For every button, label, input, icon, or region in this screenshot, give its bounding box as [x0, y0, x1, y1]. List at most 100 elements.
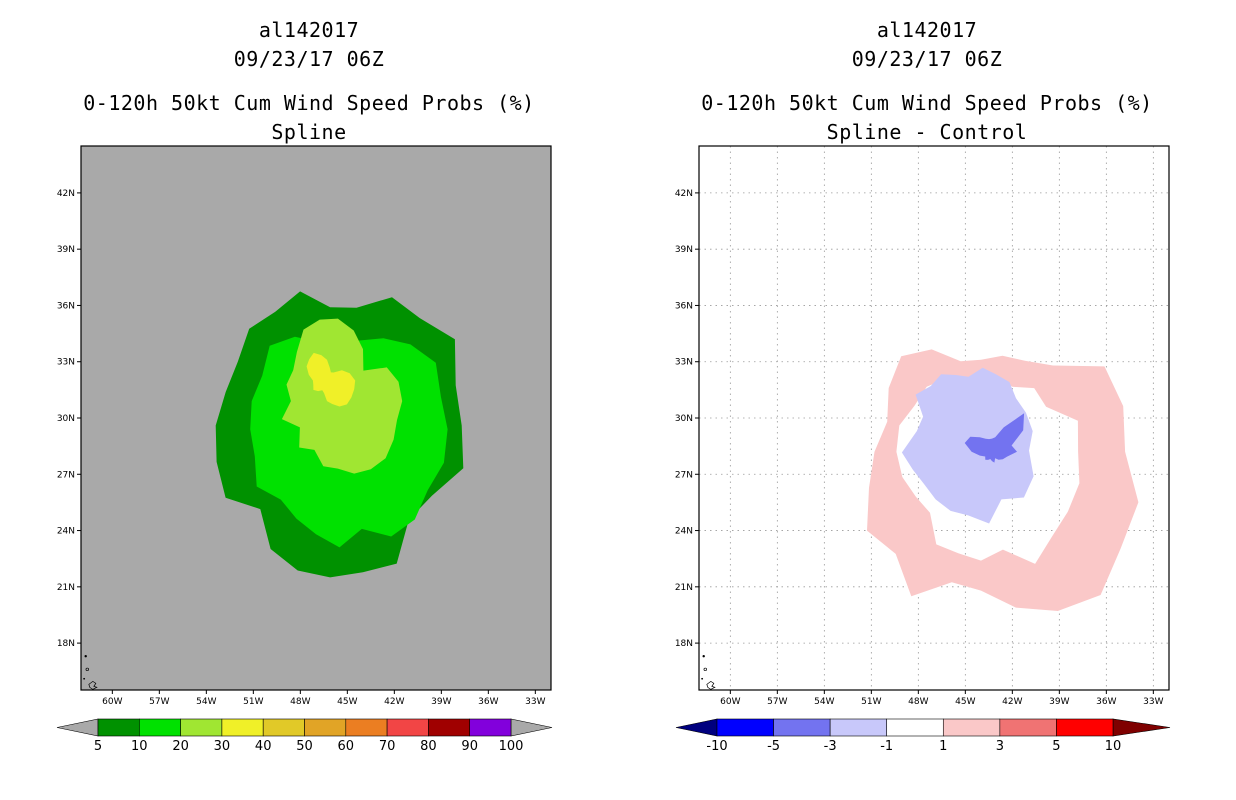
y-tick-label: 42N [675, 189, 693, 199]
x-tick-label: 33W [525, 697, 545, 707]
y-tick-label: 24N [57, 527, 75, 537]
x-tick-label: 54W [814, 697, 834, 707]
colorbar-segment [829, 718, 888, 737]
datetime: 09/23/17 06Z [233, 47, 385, 71]
colorbar-segment [180, 718, 223, 737]
island-mark [706, 680, 716, 690]
x-tick-label: 42W [384, 697, 404, 707]
colorbar-segment [886, 718, 944, 737]
colorbar-label: -5 [767, 739, 780, 754]
colorbar-label: 5 [1052, 739, 1060, 754]
x-tick-label: 57W [149, 697, 169, 707]
colorbar-segment [1056, 718, 1114, 737]
y-tick-label: 39N [57, 245, 75, 255]
x-tick-label: 42W [1002, 697, 1022, 707]
colorbar-label: 5 [94, 739, 102, 754]
y-tick-label: 30N [57, 414, 75, 424]
colorbar-end-upper [1112, 718, 1171, 737]
y-tick-label: 18N [675, 639, 693, 649]
x-tick-label: 39W [1049, 697, 1069, 707]
x-tick-label: 54W [196, 697, 216, 707]
spline-panel: al142017 09/23/17 06Z 0-120h 50kt Cum Wi… [56, 18, 553, 754]
x-tick-label: 36W [478, 697, 498, 707]
y-tick-label: 42N [57, 189, 75, 199]
contour-1to3 [867, 349, 1139, 611]
colorbar-segment [97, 718, 140, 737]
island-mark [83, 677, 86, 680]
colorbar-label: -3 [824, 739, 837, 754]
y-tick-label: 27N [675, 470, 693, 480]
storm-id: al142017 [258, 18, 360, 42]
colorbar-label: 30 [214, 739, 231, 754]
island-mark [703, 667, 707, 672]
island-mark [702, 655, 705, 658]
y-tick-label: 39N [675, 245, 693, 255]
colorbar-label: 20 [172, 739, 189, 754]
spline-minus-control-panel: al142017 09/23/17 06Z 0-120h 50kt Cum Wi… [618, 0, 1236, 800]
y-tick-label: 33N [675, 358, 693, 368]
y-tick-label: 24N [675, 527, 693, 537]
island-mark [701, 677, 704, 680]
colorbar-segment [262, 718, 305, 737]
y-tick-label: 21N [675, 583, 693, 593]
colorbar-segment [716, 718, 774, 737]
island-mark [85, 667, 89, 672]
colorbar-segment [773, 718, 831, 737]
panel-subtitle: Spline - Control [826, 120, 1028, 144]
colorbar-label: 80 [420, 739, 437, 754]
colorbar-label: 70 [379, 739, 396, 754]
colorbar-label: 90 [461, 739, 478, 754]
storm-id: al142017 [876, 18, 978, 42]
x-tick-label: 36W [1096, 697, 1116, 707]
y-tick-label: 27N [57, 470, 75, 480]
contour-30 [306, 352, 356, 407]
panel-subtitle: Spline [271, 120, 347, 144]
x-tick-label: 60W [720, 697, 740, 707]
colorbar-label: 60 [338, 739, 355, 754]
difference-map-chart: 60W 57W 54W 51W 48W 45W 42W 39W 36W 33W 42N 39N 36N 3… [675, 145, 1171, 754]
colorbar-segment [345, 718, 388, 737]
colorbar-label: 1 [939, 739, 947, 754]
y-tick-label: 33N [57, 358, 75, 368]
x-tick-label: 39W [431, 697, 451, 707]
colorbar-label: 50 [296, 739, 313, 754]
colorbar-segment [139, 718, 181, 737]
datetime: 09/23/17 06Z [851, 47, 1003, 71]
colorbar-segment [304, 718, 347, 737]
colorbar-end-lower [56, 718, 99, 737]
island-mark [84, 655, 87, 658]
colorbar-segment [942, 718, 1001, 737]
x-tick-label: 51W [861, 697, 881, 707]
colorbar-label: -10 [706, 739, 727, 754]
y-tick-label: 18N [57, 639, 75, 649]
island-mark [88, 680, 98, 690]
x-tick-label: 57W [767, 697, 787, 707]
colorbar-end-lower [675, 718, 718, 737]
x-tick-label: 48W [290, 697, 310, 707]
y-tick-label: 30N [675, 414, 693, 424]
x-tick-label: 48W [908, 697, 928, 707]
colorbar-label: -1 [880, 739, 893, 754]
colorbar-label: 100 [499, 739, 524, 754]
colorbar-segment [428, 718, 470, 737]
colorbar-label: 10 [1105, 739, 1122, 754]
x-tick-label: 45W [955, 697, 975, 707]
colorbar-label: 3 [996, 739, 1004, 754]
product-title: 0-120h 50kt Cum Wind Speed Probs (%) [83, 91, 535, 115]
spline-map-chart: 60W 57W 54W 51W 48W 45W 42W 39W 36W 33W 42N 39N 36N 3… [56, 145, 553, 754]
y-tick-label: 36N [675, 301, 693, 311]
colorbar-label: 10 [131, 739, 148, 754]
x-tick-label: 60W [102, 697, 122, 707]
x-tick-label: 33W [1143, 697, 1163, 707]
colorbar-segment [221, 718, 264, 737]
colorbar-segment [999, 718, 1057, 737]
x-tick-label: 45W [337, 697, 357, 707]
product-title: 0-120h 50kt Cum Wind Speed Probs (%) [701, 91, 1153, 115]
y-tick-label: 21N [57, 583, 75, 593]
y-tick-label: 36N [57, 301, 75, 311]
x-tick-label: 51W [243, 697, 263, 707]
colorbar-segment [469, 718, 512, 737]
colorbar-segment [386, 718, 429, 737]
colorbar-end-upper [510, 718, 553, 737]
contour--5to-3 [964, 413, 1025, 463]
